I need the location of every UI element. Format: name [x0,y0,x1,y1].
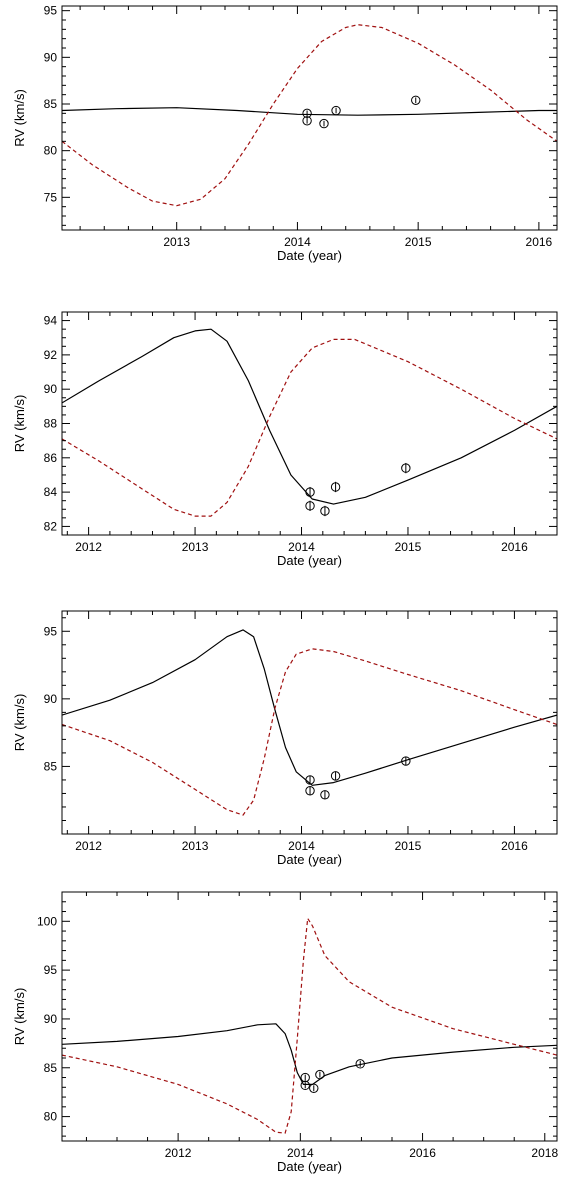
x-tick-label: 2015 [395,540,422,554]
y-tick-label: 84 [44,485,58,499]
rv-data-point [305,775,315,785]
y-tick-label: 90 [44,382,58,396]
x-tick-label: 2015 [395,839,422,853]
model-curve-dashed [62,338,557,517]
model-curve-dashed [62,917,557,1134]
model-curve-dashed [62,24,557,207]
y-tick-label: 90 [44,692,58,706]
plot-frame [61,5,558,231]
y-tick-label: 95 [44,624,58,638]
rv-panel-4: 2012 2014 2016 2018 80 85 90 95 100 Date (year) RV… [12,891,558,1174]
y-axis-label: RV (km/s) [12,694,27,752]
x-tick-label: 2013 [182,839,209,853]
x-axis-label: Date (year) [277,248,342,263]
y-tick-label: 85 [44,1061,58,1075]
y-axis-label: RV (km/s) [12,89,27,147]
y-tick-label: 75 [44,190,58,204]
rv-data-point [330,482,341,492]
x-tick-label: 2012 [75,540,102,554]
x-tick-label: 2015 [405,235,432,249]
rv-data-point [309,1083,319,1093]
rv-data-point [320,506,330,516]
plot-frame [61,610,558,835]
x-tick-label: 2012 [75,839,102,853]
x-tick-label: 2018 [531,1146,558,1160]
model-curve-solid [62,107,557,116]
y-tick-label: 90 [44,50,58,64]
x-tick-label: 2014 [288,839,315,853]
y-axis-label: RV (km/s) [12,988,27,1046]
y-tick-label: 85 [44,97,58,111]
x-tick-label: 2016 [409,1146,436,1160]
model-curve-solid [62,629,557,786]
rv-data-point [330,771,341,781]
y-tick-label: 90 [44,1012,58,1026]
y-tick-label: 94 [44,314,58,328]
y-tick-label: 80 [44,1110,58,1124]
y-tick-label: 92 [44,348,58,362]
y-axis-label: RV (km/s) [12,395,27,453]
x-axis-label: Date (year) [277,852,342,867]
x-tick-label: 2014 [287,1146,314,1160]
rv-data-point [300,1072,310,1083]
x-tick-label: 2012 [165,1146,192,1160]
x-tick-label: 2016 [501,839,528,853]
rv-panel-2: 2012 2013 2014 2015 2016 82 84 86 88 90 92 94 Date (… [12,311,558,568]
rv-panel-3: 2012 2013 2014 2015 2016 85 90 95 Date (year) RV … [12,610,558,867]
rv-data-point [300,1080,310,1091]
y-tick-label: 88 [44,417,58,431]
y-tick-label: 100 [37,914,57,928]
model-curve-solid [62,328,557,505]
rv-panel-1: 2013 2014 2015 2016 75 80 85 90 95 Date (year) RV … [12,4,558,263]
rv-data-point [411,95,421,105]
rv-data-point [355,1059,365,1069]
rv-data-point [305,487,315,497]
x-axis-label: Date (year) [277,553,342,568]
model-curve-dashed [62,648,557,816]
plot-frame [61,891,558,1142]
rv-data-point [315,1069,325,1080]
x-tick-label: 2016 [526,235,553,249]
rv-data-point [302,108,312,119]
model-curve-solid [62,1023,557,1085]
x-tick-label: 2014 [288,540,315,554]
rv-data-point [305,501,315,511]
rv-data-point [302,116,312,126]
y-tick-label: 95 [44,963,58,977]
x-tick-label: 2014 [284,235,311,249]
y-tick-label: 80 [44,144,58,158]
y-tick-label: 85 [44,759,58,773]
x-tick-label: 2013 [163,235,190,249]
y-tick-label: 82 [44,519,58,533]
x-tick-label: 2013 [182,540,209,554]
rv-data-point [331,105,341,116]
rv-data-point [320,790,330,800]
x-axis-label: Date (year) [277,1159,342,1174]
rv-data-point [305,786,315,796]
x-tick-label: 2016 [501,540,528,554]
y-tick-label: 86 [44,451,58,465]
rv-data-point [401,463,411,473]
rv-data-point [401,756,411,766]
rv-data-point [319,118,329,129]
y-tick-label: 95 [44,4,58,18]
